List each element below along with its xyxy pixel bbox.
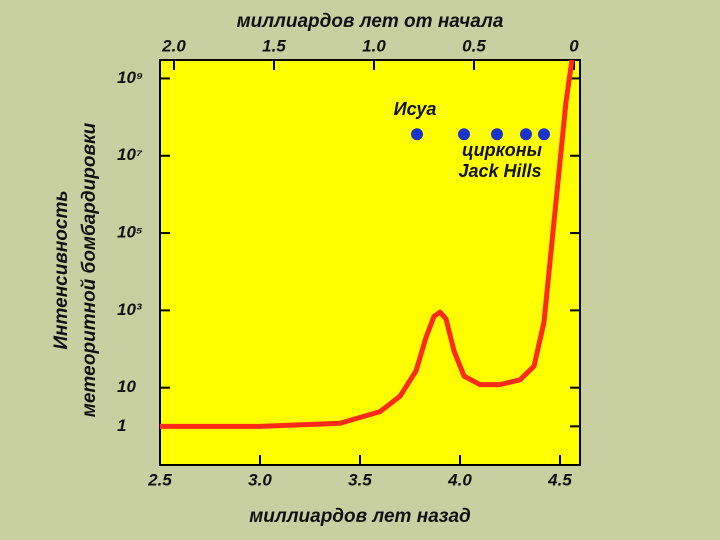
curve [160,59,575,429]
x-axis-label: миллиардов лет назад [249,506,471,527]
plot-area [159,59,581,466]
y-tick-label: 1 [117,416,126,435]
x-tick-label: 4.5 [547,470,572,489]
y-axis-label-line: метеоритной бомбардировки [79,122,100,417]
y-axis-label-line: Интенсивность [51,190,72,349]
point [458,128,470,141]
y-tick-label: 10³ [117,300,143,319]
y-tick-label: 10⁹ [117,68,143,87]
x-tick-label: 3.0 [248,470,272,489]
point [491,128,503,141]
y-tick-label: 10⁵ [117,223,143,242]
y-axis-label: Интенсивность метеоритной бомбардировки [51,122,100,417]
top-tick-label: 0.5 [462,36,486,55]
top-tick-label: 0 [569,36,579,55]
annotation: Исуа [394,99,437,119]
point [411,128,423,141]
y-tick-label: 10⁷ [117,145,143,164]
top-tick-label: 1.0 [362,36,386,55]
annotation: Jack Hills [458,161,541,181]
top-tick-label: 1.5 [262,36,286,55]
x-tick-label: 2.5 [147,470,172,489]
top-axis-label: миллиардов лет от начала [237,11,504,32]
point [538,128,550,141]
point [520,128,532,141]
x-tick-label: 3.5 [348,470,372,489]
annotation: цирконы [462,140,543,160]
top-tick-label: 2.0 [161,36,186,55]
x-tick-label: 4.0 [447,470,472,489]
y-tick-label: 10 [117,377,136,396]
